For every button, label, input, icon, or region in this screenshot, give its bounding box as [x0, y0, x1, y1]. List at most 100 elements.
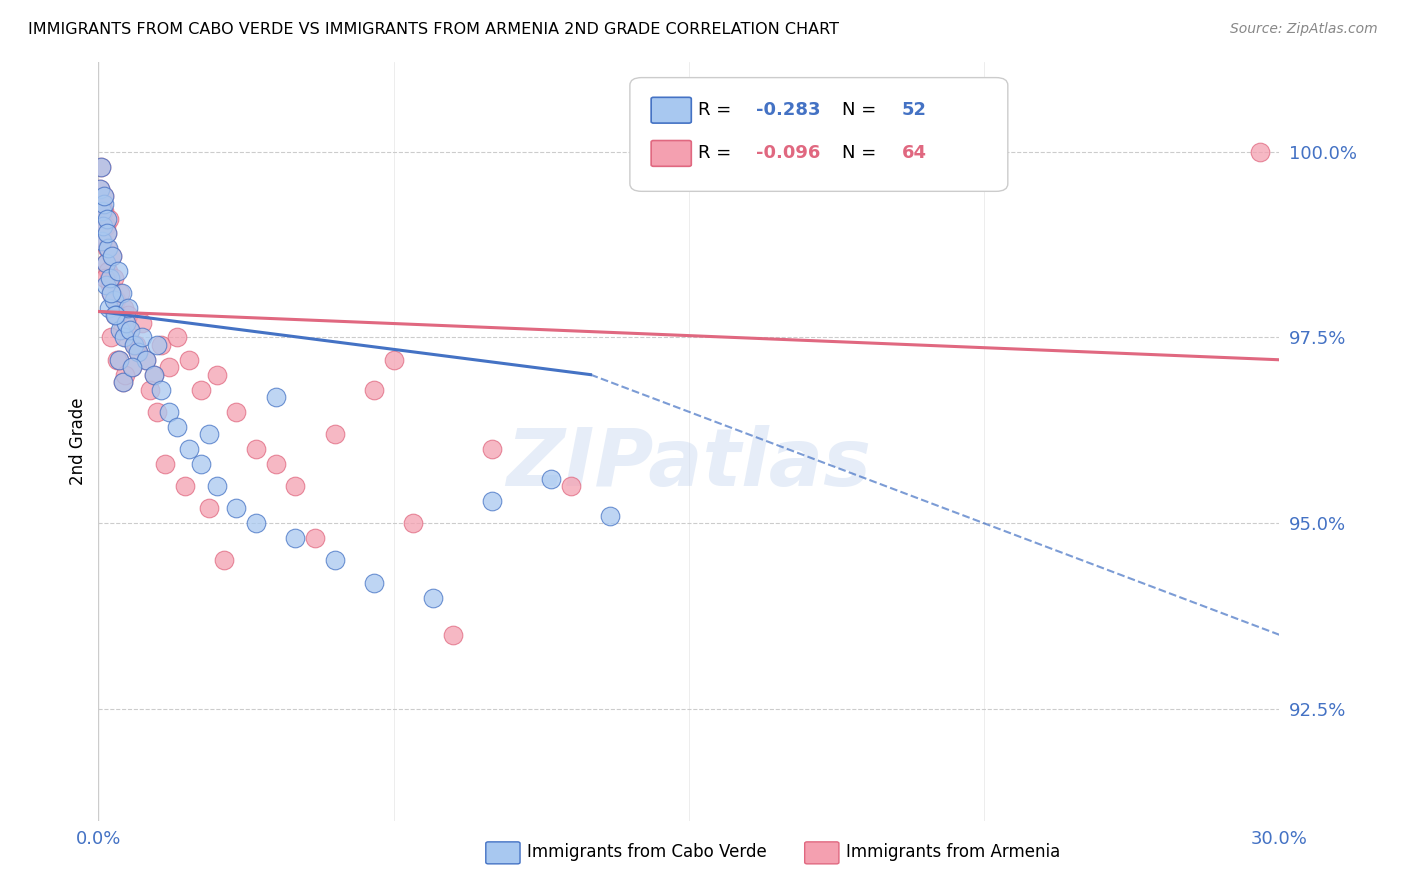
FancyBboxPatch shape — [804, 842, 839, 863]
Point — [93, 196, 115, 211]
Point — [101, 249, 124, 263]
FancyBboxPatch shape — [651, 141, 692, 166]
Point — [205, 368, 228, 382]
Y-axis label: 2nd Grade: 2nd Grade — [69, 398, 87, 485]
Point — [90, 219, 112, 233]
Point — [108, 352, 131, 367]
Point — [177, 352, 200, 367]
Point — [117, 308, 139, 322]
Point — [127, 345, 149, 359]
Point — [96, 227, 118, 241]
Point — [105, 293, 128, 308]
Point — [402, 516, 425, 531]
Point — [197, 501, 219, 516]
Point — [560, 479, 582, 493]
Point — [125, 338, 148, 352]
Point — [155, 457, 177, 471]
Point — [101, 249, 124, 263]
Point — [91, 196, 114, 211]
Point — [264, 390, 287, 404]
Point — [103, 271, 125, 285]
Point — [131, 330, 153, 344]
Point — [97, 241, 120, 255]
Point — [98, 211, 121, 226]
Point — [111, 285, 134, 300]
Point — [157, 360, 180, 375]
Point — [138, 383, 160, 397]
Point — [177, 442, 200, 456]
Point — [117, 301, 139, 315]
Text: IMMIGRANTS FROM CABO VERDE VS IMMIGRANTS FROM ARMENIA 2ND GRADE CORRELATION CHAR: IMMIGRANTS FROM CABO VERDE VS IMMIGRANTS… — [28, 22, 839, 37]
Point — [104, 308, 127, 322]
Point — [127, 345, 149, 359]
Text: R =: R = — [699, 101, 737, 120]
Text: -0.283: -0.283 — [756, 101, 821, 120]
Point — [91, 219, 114, 233]
Point — [96, 211, 118, 226]
Point — [100, 285, 122, 300]
Point — [105, 352, 128, 367]
Point — [131, 316, 153, 330]
Point — [93, 204, 115, 219]
Point — [214, 553, 236, 567]
Point — [93, 189, 115, 203]
Point — [115, 330, 138, 344]
Point — [157, 405, 180, 419]
Point — [94, 256, 117, 270]
Point — [481, 442, 503, 456]
Point — [284, 531, 307, 545]
Point — [481, 494, 503, 508]
Text: -0.096: -0.096 — [756, 145, 821, 162]
Point — [540, 472, 562, 486]
Point — [135, 352, 157, 367]
Point — [166, 330, 188, 344]
Text: Immigrants from Cabo Verde: Immigrants from Cabo Verde — [527, 844, 766, 862]
Text: 52: 52 — [901, 101, 927, 120]
Point — [122, 338, 145, 352]
FancyBboxPatch shape — [486, 842, 520, 863]
Point — [93, 271, 115, 285]
Point — [1249, 145, 1271, 159]
Point — [121, 360, 143, 375]
Point — [104, 308, 127, 322]
Point — [112, 330, 135, 344]
Point — [599, 508, 621, 523]
Point — [111, 375, 134, 389]
Point — [100, 330, 122, 344]
Text: 64: 64 — [901, 145, 927, 162]
Point — [174, 479, 197, 493]
Point — [96, 278, 118, 293]
Point — [114, 368, 136, 382]
Text: Immigrants from Armenia: Immigrants from Armenia — [846, 844, 1060, 862]
Point — [107, 263, 129, 277]
Point — [108, 352, 131, 367]
Point — [98, 278, 121, 293]
Point — [363, 383, 385, 397]
Text: N =: N = — [842, 101, 883, 120]
Point — [107, 308, 129, 322]
Point — [190, 457, 212, 471]
Point — [245, 442, 267, 456]
Point — [323, 427, 346, 442]
Point — [363, 575, 385, 590]
Point — [111, 323, 134, 337]
Point — [150, 338, 173, 352]
Point — [111, 375, 134, 389]
Point — [100, 285, 122, 300]
Text: N =: N = — [842, 145, 883, 162]
Point — [115, 316, 138, 330]
Point — [146, 338, 169, 352]
Point — [142, 368, 165, 382]
Point — [122, 338, 145, 352]
Point — [118, 323, 141, 337]
Point — [225, 501, 247, 516]
Point — [112, 301, 135, 315]
Point — [284, 479, 307, 493]
Point — [98, 301, 121, 315]
Point — [142, 368, 165, 382]
Point — [89, 182, 111, 196]
FancyBboxPatch shape — [651, 97, 692, 123]
Point — [98, 271, 121, 285]
Point — [422, 591, 444, 605]
Point — [135, 352, 157, 367]
